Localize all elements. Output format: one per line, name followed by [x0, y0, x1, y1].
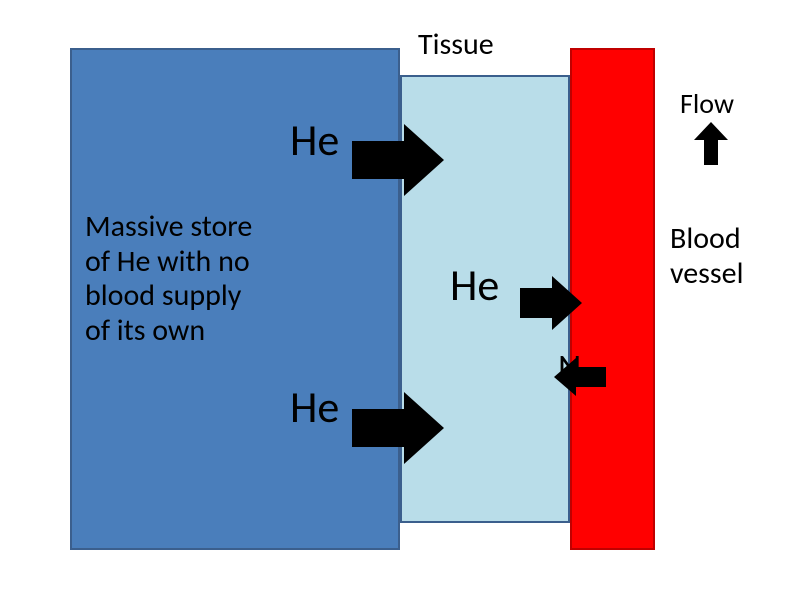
blood-vessel-label: Blood vessel	[670, 222, 743, 291]
he-bot-label: He	[290, 382, 339, 433]
store-label: Massive store of He with no blood supply…	[85, 210, 252, 348]
he-mid-arrow	[520, 276, 582, 330]
n2-label-sub: 2	[584, 363, 596, 391]
he-mid-label: He	[450, 260, 499, 311]
flow-label: Flow	[680, 88, 734, 120]
tissue-label: Tissue	[418, 28, 494, 63]
flow-up-arrow	[694, 122, 728, 165]
he-top-arrow	[352, 124, 444, 196]
he-top-label: He	[290, 115, 339, 166]
he-bot-arrow	[352, 392, 444, 464]
n2-label-n: N	[558, 347, 581, 388]
blood-box	[570, 48, 655, 550]
diagram-stage: Tissue Flow Blood vessel Massive store o…	[0, 0, 800, 600]
